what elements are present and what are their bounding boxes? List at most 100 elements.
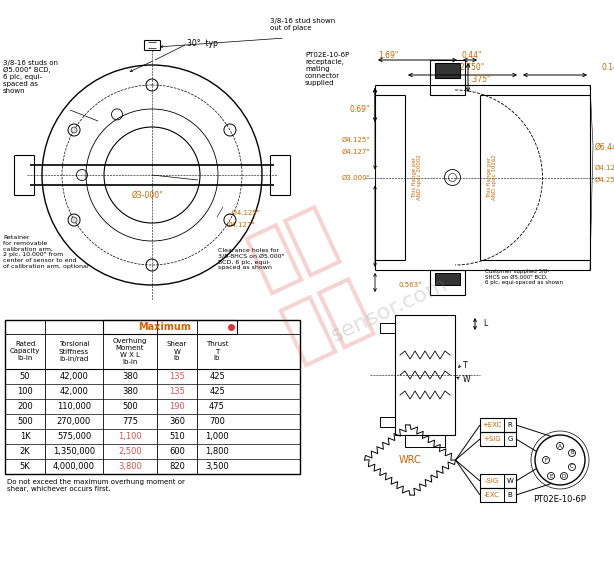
Text: 1,800: 1,800 [205, 447, 229, 456]
Text: E: E [550, 473, 553, 479]
Text: L: L [483, 319, 488, 328]
Text: Ø4.127": Ø4.127" [227, 222, 255, 228]
Bar [103, 320, 237, 334]
Bar [435, 273, 460, 285]
Text: PT02E-10-6P: PT02E-10-6P [534, 496, 586, 505]
Text: 2.750": 2.750" [460, 64, 485, 73]
Text: C: C [570, 464, 574, 469]
Text: 42,000: 42,000 [60, 372, 88, 381]
Text: WRC: WRC [398, 455, 421, 465]
Text: W: W [507, 478, 513, 484]
Text: 1,000: 1,000 [205, 432, 229, 441]
Text: 1.69": 1.69" [378, 50, 398, 60]
Text: 510: 510 [169, 432, 185, 441]
Text: T: T [463, 361, 468, 370]
Bar [480, 488, 516, 502]
Text: 4,000,000: 4,000,000 [53, 462, 95, 471]
Text: 700: 700 [209, 417, 225, 426]
Text: B: B [570, 451, 574, 455]
Text: Do not exceed the maximum overhung moment or
shear, whichever occurs first.: Do not exceed the maximum overhung momen… [7, 479, 185, 492]
Text: 475: 475 [209, 402, 225, 411]
Text: 135: 135 [169, 387, 185, 396]
Text: Customer supplied 3/8-
SHCS on Ø5.000" BCD,
6 plc, equi-spaced as shown: Customer supplied 3/8- SHCS on Ø5.000" B… [485, 269, 563, 285]
Bar [480, 432, 516, 446]
Text: Clearance holes for
3/8-8HCS on Ø5.000"
BCD, 6 plc, equi-
spaced as shown: Clearance holes for 3/8-8HCS on Ø5.000" … [218, 248, 284, 270]
Text: Ø3.000": Ø3.000" [341, 175, 370, 180]
Text: This flange per
AND spec 20002: This flange per AND spec 20002 [411, 155, 422, 201]
Text: +SIG: +SIG [483, 436, 501, 442]
Text: Thrust
T
lb: Thrust T lb [206, 341, 228, 362]
Text: 110,000: 110,000 [57, 402, 91, 411]
Text: 1,350,000: 1,350,000 [53, 447, 95, 456]
Text: PT02E-10-6P
receptacle,
mating
connector
supplied: PT02E-10-6P receptacle, mating connector… [305, 52, 349, 86]
Text: 1K: 1K [20, 432, 30, 441]
Bar [380, 417, 395, 427]
Text: D: D [562, 473, 566, 479]
Text: 0.145": 0.145" [602, 64, 614, 73]
Circle shape [71, 217, 77, 223]
Text: Torsional
Stiffness
lb-in/rad: Torsional Stiffness lb-in/rad [58, 341, 90, 362]
Text: -EXC: -EXC [484, 492, 500, 498]
Text: A: A [558, 443, 562, 448]
Bar [5, 320, 300, 474]
Text: Shear
W
lb: Shear W lb [167, 341, 187, 362]
Bar [395, 315, 455, 435]
Text: Ø4.125": Ø4.125" [341, 137, 370, 143]
Text: 135: 135 [169, 372, 185, 381]
Text: 3/8-16 stud shown
out of place: 3/8-16 stud shown out of place [270, 18, 335, 31]
Text: 50: 50 [20, 372, 30, 381]
Text: 3/8-16 studs on
Ø5.000" BCD,
6 plc, equi-
spaced as
shown: 3/8-16 studs on Ø5.000" BCD, 6 plc, equi… [3, 60, 58, 94]
Text: 425: 425 [209, 372, 225, 381]
Text: F: F [545, 458, 548, 463]
Text: -SIG: -SIG [485, 478, 499, 484]
Text: 600: 600 [169, 447, 185, 456]
Text: 3,800: 3,800 [118, 462, 142, 471]
Text: Ø4.122": Ø4.122" [595, 164, 614, 171]
Bar [435, 63, 460, 78]
Text: 575,000: 575,000 [57, 432, 91, 441]
Text: Overhung
Moment
W X L
lb-in: Overhung Moment W X L lb-in [113, 338, 147, 365]
Text: W: W [463, 375, 470, 384]
Text: This flange per
AND spec 10262: This flange per AND spec 10262 [487, 155, 497, 201]
Text: 2,500: 2,500 [118, 447, 142, 456]
Text: 270,000: 270,000 [57, 417, 91, 426]
Text: 360: 360 [169, 417, 185, 426]
Text: 1,100: 1,100 [118, 432, 142, 441]
Text: 0.563": 0.563" [398, 282, 422, 288]
Text: R: R [508, 422, 512, 428]
Text: 5K: 5K [20, 462, 30, 471]
Bar [405, 435, 445, 447]
Text: G: G [507, 436, 513, 442]
Bar [380, 323, 395, 333]
Text: Rated
Capacity
lb-in: Rated Capacity lb-in [10, 341, 40, 362]
Bar [430, 270, 465, 295]
Text: 0.44": 0.44" [462, 50, 483, 60]
Bar [480, 418, 516, 432]
Text: ..Ø4.125": ..Ø4.125" [227, 210, 260, 216]
Circle shape [71, 127, 77, 133]
Text: B: B [508, 492, 512, 498]
Text: 2K: 2K [20, 447, 30, 456]
Text: 0.69": 0.69" [349, 105, 370, 115]
Text: 380: 380 [122, 387, 138, 396]
Text: +EXC: +EXC [483, 422, 502, 428]
Text: Ø4.25": Ø4.25" [595, 176, 614, 183]
Text: Retainer
for removable
calibration arm,
2 plc, 10.000" from
center of sensor to : Retainer for removable calibration arm, … [3, 235, 88, 269]
Text: Ø4.127": Ø4.127" [341, 149, 370, 155]
Text: 190: 190 [169, 402, 185, 411]
Text: 775: 775 [122, 417, 138, 426]
Text: 3,500: 3,500 [205, 462, 229, 471]
Text: 42,000: 42,000 [60, 387, 88, 396]
Text: .375": .375" [470, 75, 491, 84]
Text: sensor.com: sensor.com [328, 274, 451, 346]
Text: 200: 200 [17, 402, 33, 411]
Text: 820: 820 [169, 462, 185, 471]
Bar [480, 474, 516, 488]
Text: 500: 500 [122, 402, 138, 411]
Text: 500: 500 [17, 417, 33, 426]
Bar [430, 60, 465, 95]
Text: Ø3-000": Ø3-000" [131, 191, 163, 200]
Text: 100: 100 [17, 387, 33, 396]
Text: 380: 380 [122, 372, 138, 381]
Text: 30°  typ: 30° typ [187, 39, 218, 48]
